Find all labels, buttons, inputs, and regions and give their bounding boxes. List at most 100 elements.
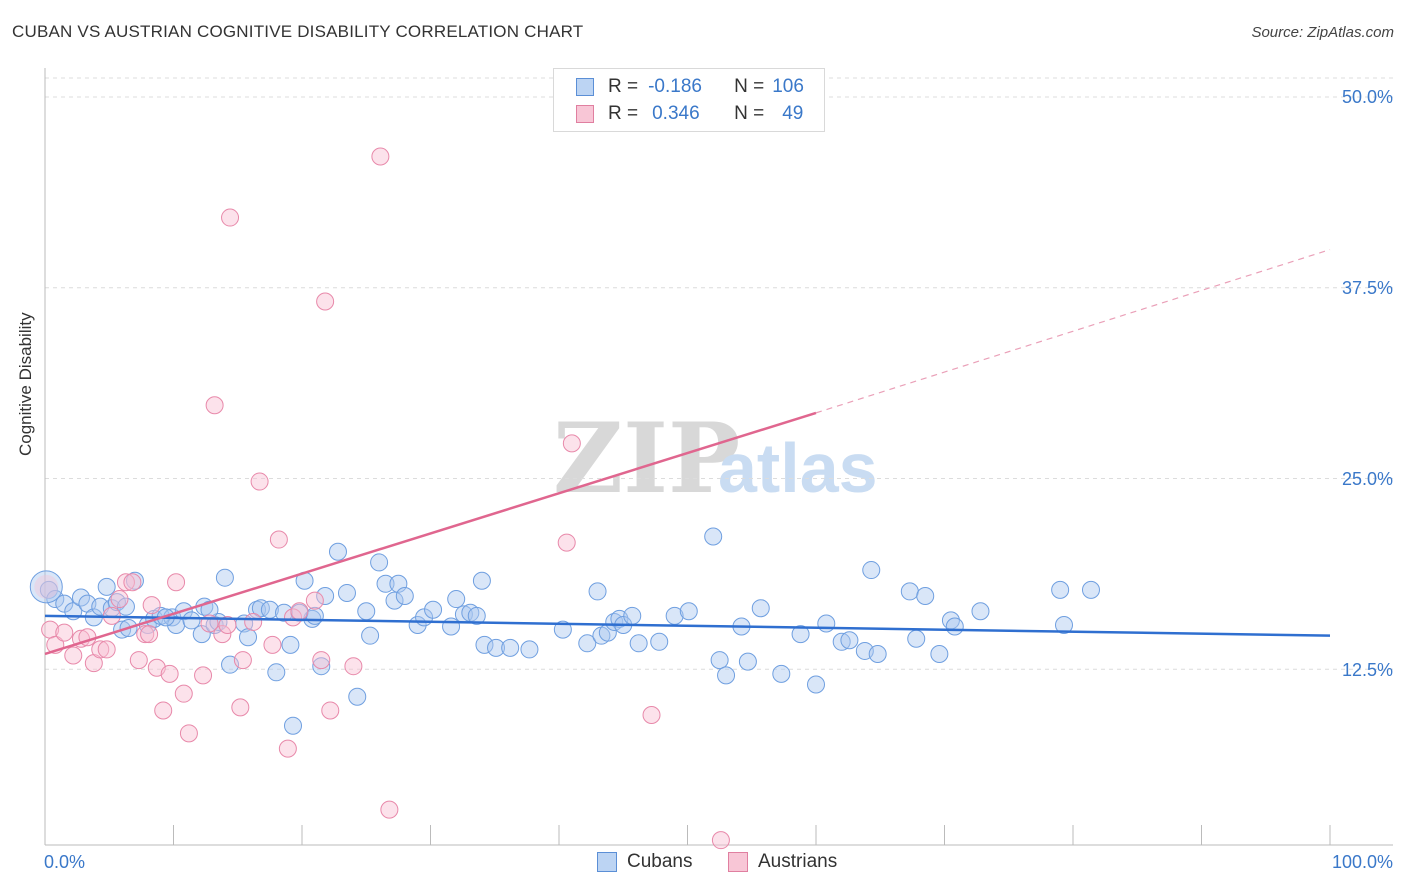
austrians-point [110, 590, 129, 609]
cubans-point [862, 561, 881, 580]
cubans-point [817, 614, 836, 633]
legend-austrians-label: Austrians [758, 851, 838, 872]
cubans-point [316, 587, 335, 606]
austrians-point [218, 615, 237, 634]
austrians-point [642, 706, 661, 725]
cubans-point [840, 631, 859, 650]
legend-r-value-austrians: 0.346 [652, 103, 700, 124]
legend-cubans: Cubans [597, 851, 693, 873]
austrians-point [142, 596, 161, 615]
austrians-point [312, 651, 331, 670]
cubans-trend-line [44, 614, 1331, 637]
cubans-point [215, 568, 234, 587]
legend-row-cubans: R = -0.186 N = 106 [576, 74, 804, 100]
austrians-point [557, 533, 576, 552]
austrians-point [123, 573, 142, 592]
austrians-point [129, 651, 148, 670]
austrians-point [55, 623, 74, 642]
austrians-point [116, 573, 135, 592]
austrians-point [140, 625, 159, 644]
cubans-point [900, 582, 919, 601]
legend-r-label: R = [608, 103, 639, 124]
austrians-point [321, 701, 340, 720]
cubans-point [472, 571, 491, 590]
y-tick-label-25: 25.0% [1341, 469, 1393, 489]
austrians-point [305, 591, 324, 610]
cubans-point [376, 574, 395, 593]
austrians-point [269, 530, 288, 549]
austrians-point [205, 396, 224, 415]
cubans-point [751, 599, 770, 618]
x-tick-label-max: 100.0% [1331, 852, 1393, 872]
y-tick-label-37-5: 37.5% [1341, 278, 1393, 298]
cubans-point [97, 577, 116, 596]
austrians-point [263, 635, 282, 654]
cubans-point [361, 626, 380, 645]
austrians-point [160, 664, 179, 683]
y-tick-label-12-5: 12.5% [1341, 660, 1393, 680]
y-axis-label: Cognitive Disability [16, 312, 35, 456]
cubans-point [1051, 580, 1070, 599]
cubans-point [55, 594, 74, 613]
cubans-point [501, 638, 520, 657]
cubans-point [945, 617, 964, 636]
austrians-point [233, 651, 252, 670]
cubans-point [424, 600, 443, 619]
cubans-point [520, 640, 539, 659]
cubans-point [588, 582, 607, 601]
austrians-point [213, 625, 232, 644]
austrians-point [711, 831, 730, 850]
austrians-point-large [34, 574, 59, 599]
cubans-point [337, 583, 356, 602]
cubans-point [807, 675, 825, 694]
cubans-point [868, 644, 887, 663]
cubans-point [39, 580, 58, 599]
austrians-point [91, 640, 110, 659]
cubans-point [791, 625, 810, 644]
cubans-point [717, 666, 736, 685]
austrians-swatch-icon [576, 105, 594, 123]
austrians-point [64, 646, 83, 665]
cubans-point [553, 620, 572, 639]
correlation-legend: R = -0.186 N = 106 R = 0.346 N = 49 [553, 68, 825, 132]
y-tick-label-50: 50.0% [1341, 87, 1393, 107]
cubans-point [710, 651, 729, 670]
cubans-point [971, 602, 990, 621]
cubans-point [629, 634, 648, 653]
legend-n-value-cubans: 106 [772, 76, 804, 97]
austrians-point [154, 701, 173, 720]
austrians-point [344, 657, 363, 676]
x-tick-label-min: 0.0% [44, 852, 86, 872]
legend-n-value-austrians: 49 [782, 103, 804, 124]
legend-austrians: Austrians [728, 851, 837, 873]
cubans-point [116, 597, 135, 616]
legend-n-label: N = [734, 103, 765, 124]
cubans-point [305, 606, 324, 625]
cubans-point [348, 687, 367, 706]
cubans-point [275, 603, 294, 622]
source-label: Source: ZipAtlas.com [1251, 24, 1394, 41]
cubans-point [738, 652, 757, 671]
legend-n-label: N = [734, 76, 765, 97]
cubans-point-large [29, 570, 63, 604]
cubans-point [442, 617, 461, 636]
cubans-point [475, 635, 494, 654]
legend-cubans-label: Cubans [627, 851, 693, 872]
austrians-point [97, 640, 116, 659]
austrians-point [221, 208, 240, 227]
cubans-point [251, 599, 270, 618]
cubans-point [487, 638, 506, 657]
austrians-point [278, 739, 297, 758]
cubans-point [1081, 580, 1100, 599]
legend-r-label: R = [608, 76, 639, 97]
cubans-point [679, 602, 698, 621]
chart-title: CUBAN VS AUSTRIAN COGNITIVE DISABILITY C… [12, 22, 584, 41]
cubans-point [281, 635, 300, 654]
austrians-legend-swatch-icon [728, 852, 748, 872]
cubans-point [916, 587, 935, 606]
legend-r-value-cubans: -0.186 [648, 76, 702, 97]
cubans-point [312, 657, 331, 676]
cubans-point [182, 611, 201, 630]
austrians-point [562, 434, 581, 453]
